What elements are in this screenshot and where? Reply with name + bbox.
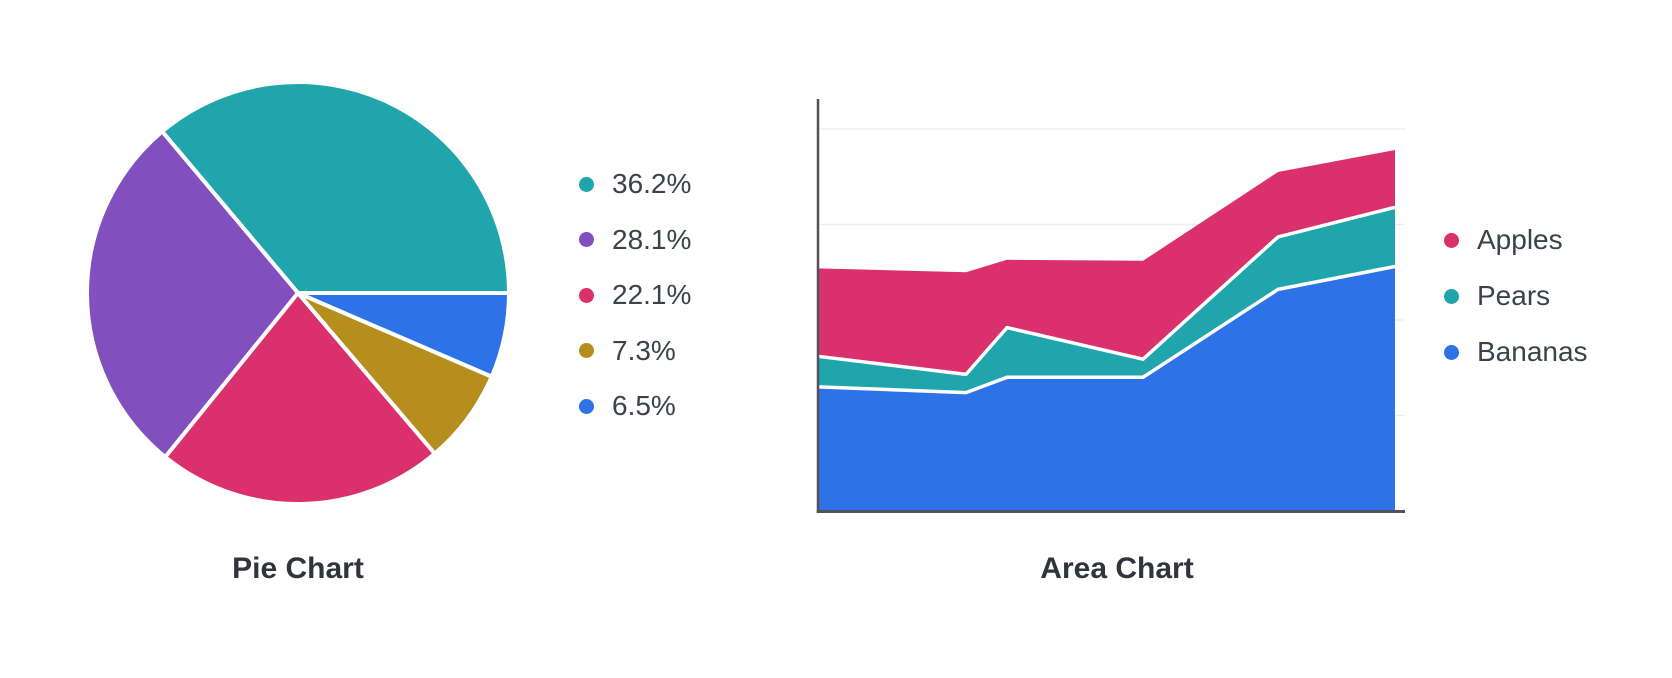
legend-label: 28.1%: [612, 223, 692, 255]
legend-swatch-icon: [579, 287, 594, 303]
area-legend-item[interactable]: Pears: [1444, 281, 1588, 311]
pie-slice-36.2%[interactable]: [160, 80, 511, 295]
pie-chart-title: Pie Chart: [232, 552, 364, 585]
pie-chart-svg: [85, 80, 511, 506]
pie-slice-22.1%[interactable]: [163, 291, 437, 506]
pie-slice-6.5%[interactable]: [296, 291, 511, 379]
area-band-apples[interactable]: [818, 150, 1395, 375]
legend-label: Apples: [1477, 224, 1563, 255]
legend-label: Bananas: [1477, 336, 1588, 367]
legend-swatch-icon: [579, 176, 594, 192]
legend-label: 6.5%: [612, 390, 676, 421]
legend-swatch-icon: [579, 398, 594, 414]
legend-swatch-icon: [1444, 344, 1459, 360]
legend-label: 22.1%: [612, 279, 692, 310]
area-legend-item[interactable]: Bananas: [1444, 337, 1588, 367]
area-band-bananas[interactable]: [818, 266, 1395, 512]
pie-legend-item[interactable]: 7.3%: [579, 334, 691, 366]
legend-label: 36.2%: [612, 168, 692, 199]
band-separator-line: [817, 205, 1396, 377]
legend-label: 7.3%: [612, 334, 676, 366]
legend-swatch-icon: [579, 232, 594, 247]
legend-swatch-icon: [1444, 232, 1459, 248]
pie-slice-28.1%[interactable]: [85, 129, 300, 460]
pie-legend-item[interactable]: 36.2%: [579, 169, 691, 199]
legend-swatch-icon: [579, 343, 594, 358]
pie-legend-item[interactable]: 28.1%: [579, 223, 692, 255]
area-legend: Apples Pears Bananas: [1444, 225, 1588, 367]
legend-label: Pears: [1477, 280, 1551, 311]
pie-legend: 36.2% 28.1% 22.1% 7.3% 6.5%: [579, 169, 691, 421]
pie-legend-item[interactable]: 6.5%: [579, 391, 691, 421]
band-separator-line: [817, 264, 1396, 395]
area-band-pears[interactable]: [818, 207, 1395, 393]
area-chart-title: Area Chart: [1040, 552, 1194, 585]
area-legend-item[interactable]: Apples: [1444, 225, 1588, 255]
legend-swatch-icon: [1444, 288, 1459, 304]
area-chart-svg: [816, 99, 1405, 513]
pie-legend-item[interactable]: 22.1%: [579, 280, 691, 310]
